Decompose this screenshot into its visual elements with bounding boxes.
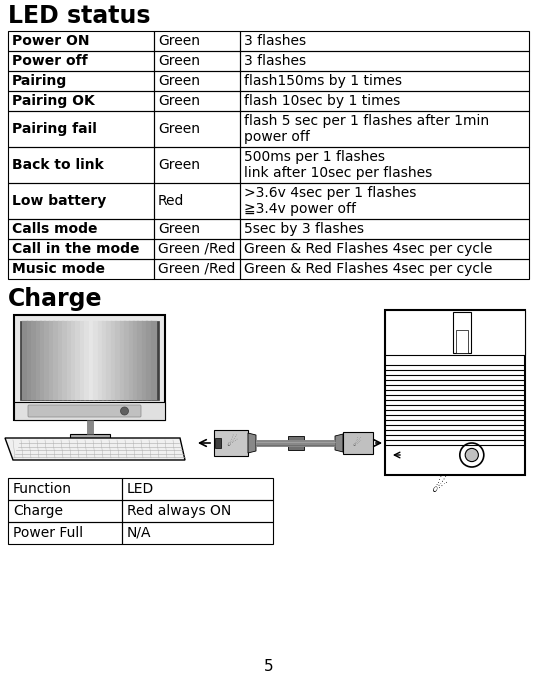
Bar: [240, 183, 529, 219]
Text: Function: Function: [13, 482, 72, 496]
Bar: [240, 219, 529, 239]
Bar: [154, 51, 240, 71]
Bar: [154, 259, 240, 279]
Text: Green & Red Flashes 4sec per cycle: Green & Red Flashes 4sec per cycle: [244, 242, 492, 256]
Bar: [14, 402, 165, 420]
Text: N/A: N/A: [127, 526, 151, 540]
Text: 3 flashes: 3 flashes: [244, 54, 306, 68]
Text: Low battery: Low battery: [12, 194, 106, 208]
Bar: [8, 91, 154, 111]
Bar: [240, 259, 529, 279]
Bar: [240, 31, 529, 51]
Bar: [154, 91, 240, 111]
Bar: [14, 315, 165, 420]
Bar: [154, 183, 240, 219]
Text: Green: Green: [158, 34, 200, 48]
Bar: [8, 51, 154, 71]
Text: Red always ON: Red always ON: [127, 504, 231, 518]
Text: Power off: Power off: [12, 54, 88, 68]
Bar: [154, 111, 240, 147]
Text: flash 5 sec per 1 flashes after 1min
power off: flash 5 sec per 1 flashes after 1min pow…: [244, 114, 489, 145]
Bar: [343, 432, 373, 454]
Text: flash150ms by 1 times: flash150ms by 1 times: [244, 74, 402, 88]
Bar: [154, 239, 240, 259]
Text: Green: Green: [158, 158, 200, 172]
Text: ☄: ☄: [227, 436, 238, 449]
Text: Green: Green: [158, 74, 200, 88]
Bar: [240, 71, 529, 91]
Bar: [23, 324, 156, 397]
Bar: [214, 430, 248, 456]
Text: Green: Green: [158, 122, 200, 136]
Text: 500ms per 1 flashes
link after 10sec per flashes: 500ms per 1 flashes link after 10sec per…: [244, 149, 432, 180]
Circle shape: [460, 443, 484, 467]
Text: ☄: ☄: [432, 478, 448, 496]
Circle shape: [120, 407, 128, 415]
Text: 3 flashes: 3 flashes: [244, 34, 306, 48]
Bar: [8, 239, 154, 259]
Bar: [122, 522, 273, 544]
Bar: [154, 71, 240, 91]
Text: Pairing fail: Pairing fail: [12, 122, 97, 136]
Text: Power Full: Power Full: [13, 526, 83, 540]
Bar: [385, 310, 525, 355]
Text: >3.6v 4sec per 1 flashes
≧3.4v power off: >3.6v 4sec per 1 flashes ≧3.4v power off: [244, 186, 416, 216]
Text: 5sec by 3 flashes: 5sec by 3 flashes: [244, 222, 364, 236]
Bar: [240, 239, 529, 259]
Polygon shape: [335, 434, 343, 452]
Text: Green /Red: Green /Red: [158, 242, 235, 256]
Text: Green: Green: [158, 94, 200, 108]
Bar: [453, 312, 471, 353]
Text: Red: Red: [158, 194, 184, 208]
Text: LED: LED: [127, 482, 154, 496]
Text: Pairing OK: Pairing OK: [12, 94, 95, 108]
Bar: [8, 183, 154, 219]
Bar: [69, 434, 110, 438]
Bar: [240, 51, 529, 71]
Text: Green: Green: [158, 222, 200, 236]
Text: Music mode: Music mode: [12, 262, 105, 276]
Bar: [385, 310, 525, 475]
Bar: [8, 147, 154, 183]
Bar: [154, 147, 240, 183]
Bar: [240, 111, 529, 147]
Bar: [8, 259, 154, 279]
Circle shape: [465, 448, 478, 462]
Bar: [240, 91, 529, 111]
Bar: [8, 500, 122, 522]
FancyBboxPatch shape: [28, 405, 141, 417]
Text: Back to link: Back to link: [12, 158, 104, 172]
Text: flash 10sec by 1 times: flash 10sec by 1 times: [244, 94, 400, 108]
Text: Charge: Charge: [8, 287, 103, 311]
Text: Green: Green: [158, 54, 200, 68]
Text: Green /Red: Green /Red: [158, 262, 235, 276]
Text: Charge: Charge: [13, 504, 63, 518]
Text: ☄: ☄: [353, 438, 361, 448]
Bar: [8, 219, 154, 239]
Bar: [8, 111, 154, 147]
Text: 5: 5: [264, 659, 273, 674]
Bar: [287, 436, 303, 450]
Bar: [215, 438, 221, 448]
Text: Pairing: Pairing: [12, 74, 67, 88]
Bar: [456, 331, 468, 353]
Text: LED status: LED status: [8, 4, 150, 28]
Text: Power ON: Power ON: [12, 34, 90, 48]
Bar: [122, 500, 273, 522]
Text: Green & Red Flashes 4sec per cycle: Green & Red Flashes 4sec per cycle: [244, 262, 492, 276]
Bar: [154, 31, 240, 51]
Bar: [20, 321, 159, 400]
Polygon shape: [5, 438, 185, 460]
Bar: [8, 31, 154, 51]
Polygon shape: [248, 433, 256, 453]
Bar: [122, 478, 273, 500]
Bar: [8, 71, 154, 91]
Bar: [8, 478, 122, 500]
Bar: [154, 219, 240, 239]
Bar: [8, 522, 122, 544]
Bar: [240, 147, 529, 183]
Text: Calls mode: Calls mode: [12, 222, 98, 236]
Text: Call in the mode: Call in the mode: [12, 242, 140, 256]
